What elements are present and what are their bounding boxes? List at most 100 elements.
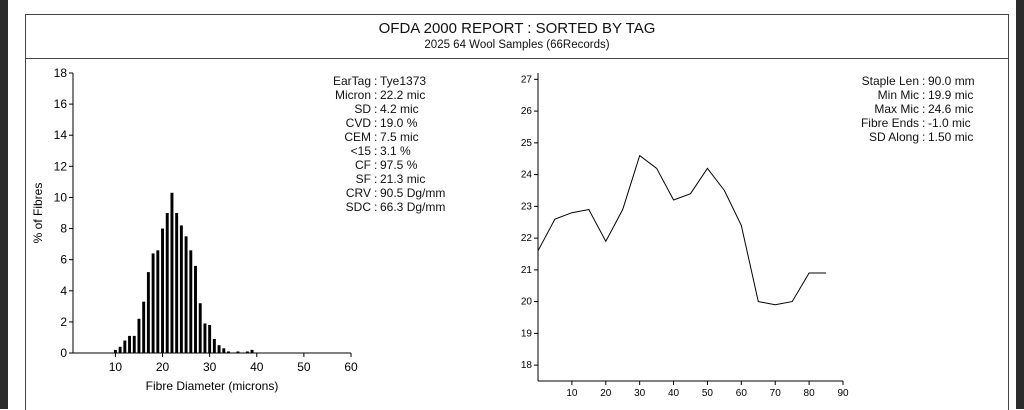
- histogram-bar: [118, 346, 122, 353]
- y-tick-label: 2: [60, 315, 67, 329]
- stat-value: 4.2 mic: [380, 102, 419, 116]
- histogram-bar: [189, 250, 193, 353]
- y-tick-label: 10: [54, 190, 68, 204]
- x-tick-label: 70: [770, 388, 782, 399]
- stat-separator: :: [374, 74, 378, 88]
- y-tick-label: 19: [521, 328, 533, 339]
- stat-row: Fibre Ends: -1.0 mic: [843, 116, 988, 130]
- y-tick-label: 16: [54, 97, 68, 111]
- window-frame-left: [0, 0, 8, 409]
- stat-label: CF: [355, 158, 371, 172]
- y-tick-label: 4: [60, 284, 67, 298]
- histogram-bar: [245, 351, 249, 353]
- histogram-bar: [222, 348, 226, 353]
- stat-label: SF: [355, 172, 371, 186]
- stat-value: 97.5 %: [380, 158, 418, 172]
- histogram-bar: [165, 213, 169, 353]
- stat-row: SD:4.2 mic: [317, 102, 458, 116]
- histogram-bar: [146, 272, 150, 353]
- histogram-bar: [236, 351, 240, 353]
- x-tick-label: 90: [837, 388, 849, 399]
- fibre-stats-panel: EarTag: Tye1373 Micron:22.2 mic SD:4.2 mic C…: [317, 74, 458, 214]
- window-frame-right: [1016, 0, 1024, 409]
- stat-label: CRV: [345, 186, 371, 200]
- x-axis-title: Fibre Diameter (microns): [146, 379, 279, 393]
- y-tick-label: 23: [521, 201, 533, 212]
- histogram-bar: [175, 213, 179, 353]
- stat-row: SF:21.3 mic: [317, 172, 458, 186]
- stat-row: SDC:66.3 Dg/mm: [317, 200, 458, 214]
- y-tick-label: 0: [60, 346, 67, 360]
- histogram-bar: [250, 349, 254, 353]
- x-tick-label: 50: [297, 360, 311, 374]
- histogram-bar: [170, 192, 174, 353]
- x-tick-label: 60: [344, 360, 358, 374]
- stat-label: CEM: [344, 130, 371, 144]
- histogram-bar: [227, 351, 230, 353]
- stat-separator: :: [374, 130, 378, 144]
- x-tick-label: 30: [203, 360, 217, 374]
- y-tick-label: 25: [521, 138, 533, 149]
- stat-separator: :: [374, 200, 378, 214]
- histogram-bar: [137, 318, 141, 353]
- stat-separator: :: [374, 158, 378, 172]
- stat-separator: :: [374, 144, 378, 158]
- stat-value: 66.3 Dg/mm: [380, 200, 446, 214]
- stat-value: 90.5 Dg/mm: [380, 186, 446, 200]
- report-header: OFDA 2000 REPORT : SORTED BY TAG 2025 64…: [26, 15, 1008, 59]
- stat-value: 19.0 %: [380, 116, 418, 130]
- report-title: OFDA 2000 REPORT : SORTED BY TAG: [378, 20, 656, 37]
- x-tick-label: 30: [634, 388, 646, 399]
- stat-label: Staple Len: [861, 74, 919, 88]
- stat-label: Min Mic: [877, 88, 919, 102]
- stat-label: Max Mic: [874, 102, 919, 116]
- stat-value: 7.5 mic: [380, 130, 419, 144]
- stat-separator: :: [374, 102, 378, 116]
- histogram-bar: [113, 349, 117, 353]
- histogram-bar: [123, 340, 127, 353]
- stat-separator: :: [374, 186, 378, 200]
- histogram-chart: 0 2 4 6 8 10 12 14 16 18 10 20 30 40 50 60 Fibre Diamete…: [31, 66, 358, 393]
- y-tick-label: 22: [521, 233, 533, 244]
- stat-row: SD Along:1.50 mic: [843, 130, 988, 144]
- y-tick-label: 24: [521, 170, 533, 181]
- x-tick-label: 10: [566, 388, 578, 399]
- stat-separator: :: [374, 172, 378, 186]
- stat-value: 3.1 %: [380, 144, 411, 158]
- y-tick-label: 18: [521, 360, 533, 371]
- stat-value: 21.3 mic: [380, 172, 426, 186]
- stat-label: SD: [354, 102, 371, 116]
- y-tick-label: 14: [54, 128, 68, 142]
- histogram-bar: [198, 303, 202, 353]
- stat-value: -1.0 mic: [928, 116, 971, 130]
- histogram-bar: [142, 301, 146, 353]
- histogram-bar: [179, 225, 183, 353]
- stat-row: CRV:90.5 Dg/mm: [317, 186, 458, 200]
- histogram-bar: [194, 265, 197, 353]
- x-tick-label: 10: [109, 360, 123, 374]
- histogram-bar: [212, 339, 216, 353]
- histogram-bar: [161, 228, 164, 353]
- stat-separator: :: [374, 88, 378, 102]
- report-subtitle: 2025 64 Wool Samples (66Records): [424, 39, 610, 51]
- stat-value: 22.2 mic: [380, 88, 426, 102]
- stat-label: <15: [350, 144, 371, 158]
- stat-separator: :: [922, 130, 926, 144]
- y-tick-label: 8: [60, 222, 67, 236]
- histogram-bar: [203, 323, 207, 353]
- stat-label: CVD: [345, 116, 371, 130]
- stat-row: <15:3.1 %: [317, 144, 458, 158]
- stat-row: Max Mic:24.6 mic: [843, 102, 988, 116]
- stat-row: CEM:7.5 mic: [317, 130, 458, 144]
- stat-row: Micron:22.2 mic: [317, 88, 458, 102]
- y-tick-label: 26: [521, 106, 533, 117]
- stat-row: CVD:19.0 %: [317, 116, 458, 130]
- stat-value: Tye1373: [380, 74, 427, 88]
- x-tick-label: 80: [804, 388, 816, 399]
- y-tick-label: 21: [521, 265, 533, 276]
- stat-label: EarTag: [332, 74, 371, 88]
- diameter-profile-chart: 18 19 20 21 22 23 24 25 26 27 10 20 30 40 50 60 70 80 90: [521, 73, 849, 399]
- stat-value: 24.6 mic: [928, 102, 974, 116]
- histogram-bar: [184, 236, 188, 353]
- stat-separator: :: [922, 116, 926, 130]
